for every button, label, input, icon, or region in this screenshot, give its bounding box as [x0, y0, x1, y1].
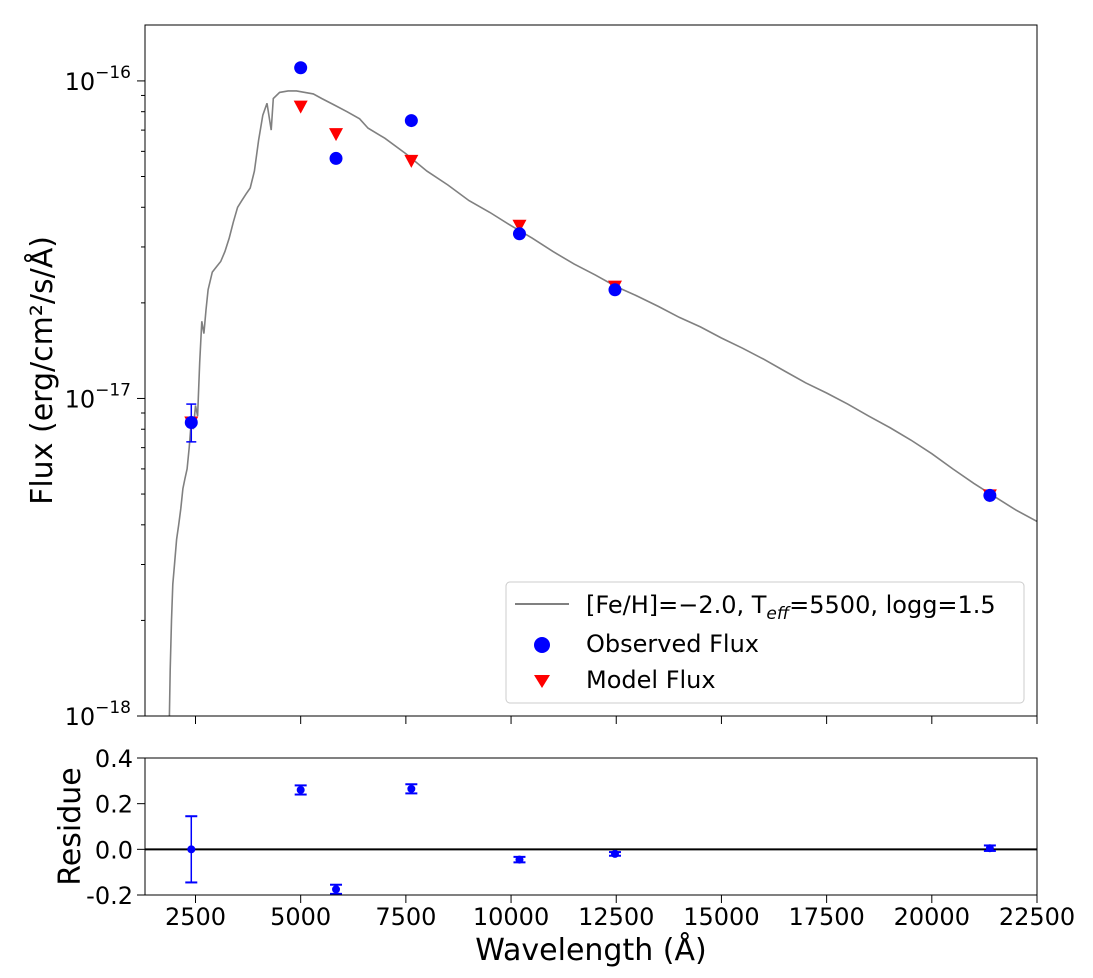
- x-axis-label: Wavelength (Å): [475, 932, 706, 968]
- residue-y-tick-label: -0.2: [86, 882, 133, 910]
- observed-flux-point: [184, 416, 198, 430]
- model-spectrum-line: [168, 90, 1037, 716]
- residue-y-tick-label: 0.0: [95, 836, 133, 864]
- observed-flux-point: [329, 151, 343, 165]
- residue-panel: 2500 5000 7500 10000 12500 15000 17500 20000 225…: [53, 745, 1075, 968]
- x-tick-label: 17500: [788, 903, 864, 931]
- legend: [Fe/H]=−2.0, Teff=5500, logg=1.5 Observe…: [505, 581, 1025, 704]
- sed-y-axis-label: Flux (erg/cm²/s/Å): [24, 236, 60, 505]
- model-flux-point: [404, 154, 419, 168]
- residue-ticks: 2500 5000 7500 10000 12500 15000 17500 20000 225…: [86, 745, 1075, 931]
- x-tick-label: 7500: [375, 903, 436, 931]
- residue-point: [187, 845, 196, 854]
- model-flux-point: [512, 219, 527, 233]
- legend-model-flux-label: Model Flux: [586, 666, 716, 694]
- observed-flux-point: [512, 227, 526, 241]
- observed-flux-point: [608, 283, 622, 297]
- legend-observed-marker: [534, 637, 550, 653]
- sed-y-tick-label: 10−16: [65, 63, 131, 96]
- legend-model-label-sub: eff: [766, 604, 790, 624]
- sed-plot-content: [168, 61, 1037, 716]
- sed-y-tick-label: 10−17: [65, 380, 131, 413]
- sed-y-tick-base: 10: [65, 385, 96, 413]
- x-tick-label: 2500: [165, 903, 226, 931]
- model-flux-point: [329, 128, 344, 142]
- legend-model-label-tail: =5500, logg=1.5: [789, 591, 996, 619]
- residue-axes-frame: [144, 757, 1038, 896]
- residue-y-axis-label: Residue: [53, 767, 88, 885]
- x-tick-label: 5000: [270, 903, 331, 931]
- x-tick-label: 15000: [683, 903, 759, 931]
- sed-y-tick-base: 10: [65, 703, 96, 731]
- x-tick-label: 12500: [578, 903, 654, 931]
- sed-y-tick-base: 10: [65, 68, 96, 96]
- residue-point: [296, 785, 305, 794]
- sed-y-tick-exp: −18: [95, 698, 131, 718]
- legend-model-label-head: [Fe/H]=−2.0, T: [586, 591, 767, 619]
- residue-point: [332, 885, 341, 894]
- sed-y-tick-exp: −16: [95, 63, 131, 83]
- legend-box: [505, 581, 1025, 704]
- residue-y-tick-label: 0.2: [95, 791, 133, 819]
- sed-y-tick-exp: −17: [95, 380, 131, 400]
- x-tick-label: 20000: [894, 903, 970, 931]
- observed-flux-point: [404, 114, 418, 128]
- residue-y-tick-label: 0.4: [95, 745, 133, 773]
- model-flux-point: [293, 100, 308, 114]
- sed-axes-frame: [144, 24, 1038, 717]
- residue-plot-content: [145, 783, 1037, 895]
- residue-point: [985, 844, 994, 853]
- sed-y-tick-label: 10−18: [65, 698, 131, 731]
- sed-x-ticks: [194, 716, 1038, 724]
- x-tick-label: 10000: [473, 903, 549, 931]
- residue-point: [407, 784, 416, 793]
- legend-observed-label: Observed Flux: [586, 630, 759, 658]
- legend-model-label: [Fe/H]=−2.0, Teff=5500, logg=1.5: [586, 591, 996, 624]
- observed-flux-point: [294, 61, 308, 75]
- observed-flux-point: [983, 488, 997, 502]
- x-tick-label: 22500: [999, 903, 1075, 931]
- residue-point: [515, 855, 524, 864]
- legend-model-flux-marker: [534, 675, 550, 688]
- residue-point: [610, 849, 619, 858]
